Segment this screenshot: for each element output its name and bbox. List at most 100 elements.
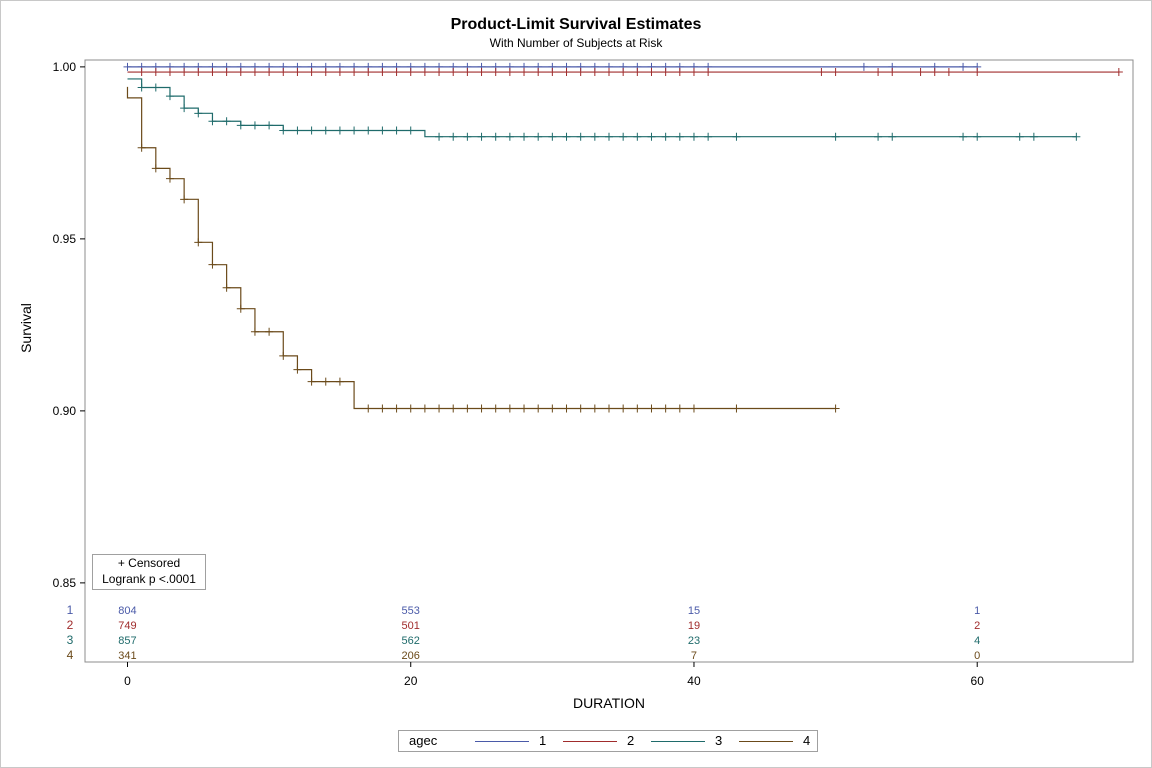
at-risk-count: 2 (974, 620, 980, 632)
censored-note: + Censored (117, 556, 181, 570)
series-2-censor-mark (151, 68, 160, 77)
series-2-censor-mark (548, 68, 557, 77)
series-4-censor-mark (477, 404, 486, 413)
series-3-censor-mark (689, 132, 698, 141)
series-3-censor-mark (548, 132, 557, 141)
series-3-censor-mark (661, 132, 670, 141)
at-risk-count: 553 (402, 605, 420, 617)
series-4-censor-mark (236, 304, 245, 313)
series-4-censor-mark (590, 404, 599, 413)
series-4-censor-mark (265, 327, 274, 336)
series-4-censor-mark (208, 260, 217, 269)
series-2-censor-mark (435, 68, 444, 77)
series-4-censor-mark (194, 238, 203, 247)
series-4-censor-mark (463, 404, 472, 413)
series-4-censor-mark (548, 404, 557, 413)
series-2-censor-mark (520, 68, 529, 77)
series-3-censor-mark (505, 132, 514, 141)
series-4-censor-mark (675, 404, 684, 413)
series-2-censor-mark (137, 68, 146, 77)
series-4-censor-mark (534, 404, 543, 413)
series-3-censor-mark (307, 126, 316, 135)
legend-label-1: 1 (539, 733, 547, 748)
series-4-censor-mark (619, 404, 628, 413)
series-4-censor-mark (378, 404, 387, 413)
legend-line-3 (651, 741, 705, 742)
series-3-censor-mark (888, 132, 897, 141)
series-3-censor-mark (250, 121, 259, 130)
series-4-censor-mark (647, 404, 656, 413)
series-3-censor-mark (973, 132, 982, 141)
at-risk-count: 562 (402, 635, 420, 647)
series-2-censor-mark (364, 68, 373, 77)
y-tick-label: 0.95 (53, 232, 77, 246)
series-2-censor-mark (392, 68, 401, 77)
series-3-censor-mark (236, 121, 245, 130)
series-4-censor-mark (392, 404, 401, 413)
series-3-censor-mark (279, 126, 288, 135)
series-2-censor-mark (307, 68, 316, 77)
series-2-censor-mark (888, 68, 897, 77)
series-4-censor-mark (151, 164, 160, 173)
series-2-censor-mark (562, 68, 571, 77)
series-3-censor-mark (534, 132, 543, 141)
series-2-censor-mark (420, 68, 429, 77)
chart-title: Product-Limit Survival Estimates (450, 16, 702, 33)
legend-line-1 (475, 741, 529, 742)
series-2-censor-mark (973, 68, 982, 77)
at-risk-count: 501 (402, 620, 420, 632)
series-2-censor-mark (916, 68, 925, 77)
x-tick-label: 0 (124, 674, 131, 688)
y-axis-label: Survival (18, 303, 34, 353)
series-3-censor-mark (265, 121, 274, 130)
series-1-censor-mark (859, 62, 868, 71)
series-3-censor-mark (619, 132, 628, 141)
series-2-censor-mark (505, 68, 514, 77)
series-2-censor-mark (930, 68, 939, 77)
series-3-censor-mark (350, 126, 359, 135)
series-3-censor-mark (605, 132, 613, 141)
series-3-censor-mark (335, 126, 344, 135)
at-risk-count: 0 (974, 650, 980, 662)
at-risk-table: 1 804 553 15 12 749 501 19 23 857 562 23 44 341 206 7 0 (67, 603, 981, 662)
series-2-censor-mark (406, 68, 415, 77)
y-tick-label: 0.90 (53, 404, 77, 418)
series-2-censor-mark (449, 68, 458, 77)
series-4-censor-mark (605, 404, 613, 413)
x-axis-label: DURATION (573, 695, 645, 711)
series-2-censor-mark (647, 68, 656, 77)
series-4-censor-mark (562, 404, 571, 413)
at-risk-count: 206 (402, 650, 420, 662)
series-2-censor-mark (576, 68, 585, 77)
series-2-censor-mark (350, 68, 359, 77)
legend-title: agec (409, 733, 438, 748)
series-2-censor-mark (165, 68, 174, 77)
series-3-censor-mark (151, 83, 160, 92)
series-4-censor-mark (222, 283, 231, 292)
series-2-censor-mark (944, 68, 953, 77)
series-3-curve (127, 78, 1077, 138)
series-2-censor-mark (1114, 68, 1123, 77)
series-2-censor-mark (236, 68, 245, 77)
series-4-censor-mark (293, 365, 302, 374)
series-2-censor-mark (265, 68, 274, 77)
series-4-censor-mark (137, 143, 146, 152)
series-3-censor-mark (378, 126, 387, 135)
series-2-censor-mark (689, 68, 698, 77)
series-2-censor-mark (491, 68, 500, 77)
series-3-censor-mark (1029, 132, 1038, 141)
y-tick-label: 1.00 (53, 60, 77, 74)
at-risk-group-label: 3 (67, 633, 74, 647)
series-2-censor-mark (605, 68, 613, 77)
series-3-censor-mark (321, 126, 330, 135)
series-1-censor-mark (123, 62, 132, 71)
y-axis-ticks: 0.85 0.90 0.95 1.00 (53, 60, 85, 590)
series-2-censor-mark (817, 68, 826, 77)
series-1-censor-mark (959, 62, 968, 71)
survival-curves (123, 62, 1123, 413)
series-3-censor-mark (137, 83, 146, 92)
x-tick-label: 60 (971, 674, 985, 688)
series-4-censor-mark (491, 404, 500, 413)
series-3-censor-mark (959, 132, 968, 141)
